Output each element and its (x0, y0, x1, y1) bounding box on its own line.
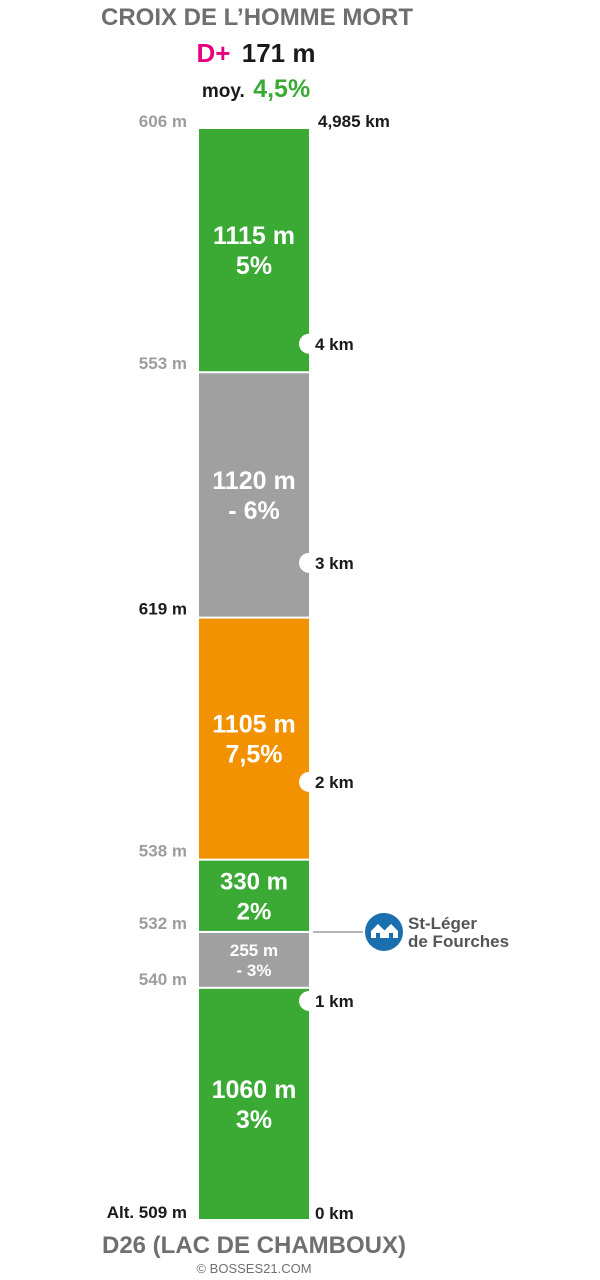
km-notch (299, 333, 319, 354)
average-grade-prefix: moy. (202, 81, 245, 102)
segment-grade-label: 5% (236, 252, 272, 280)
segment: 1105 m7,5% (199, 618, 309, 859)
segment-length-label: 1115 m (213, 222, 295, 250)
segment-grade-label: 7,5% (226, 741, 283, 769)
place-name-line2: de Fourches (408, 932, 509, 951)
elevation-gain-value: 171 m (242, 38, 316, 68)
altitude-label: Alt. 509 m (107, 1203, 187, 1222)
segment-grade-label: - 3% (237, 961, 272, 980)
segment-length-label: 255 m (230, 941, 278, 960)
segment-bar (199, 932, 309, 987)
segment-grade-label: - 6% (228, 497, 279, 525)
segment: 1115 m5% (199, 129, 309, 372)
segment-grade-label: 3% (236, 1106, 272, 1134)
segment-bar (199, 129, 309, 372)
km-label: 2 km (315, 773, 354, 792)
altitude-label: 606 m (139, 112, 187, 131)
altitude-label: 538 m (139, 842, 187, 861)
km-label: 0 km (315, 1204, 354, 1223)
segment-length-label: 1120 m (212, 467, 295, 495)
chart-title: CROIX DE L’HOMME MORT (101, 4, 413, 31)
average-grade: moy. 4,5% (202, 75, 310, 103)
segment-grade-label: 2% (237, 898, 272, 925)
km-label: 3 km (315, 554, 354, 573)
segment-length-label: 330 m (220, 868, 288, 895)
segment: 1060 m3% (199, 988, 309, 1219)
segment-bar (199, 988, 309, 1219)
average-grade-value: 4,5% (253, 75, 310, 103)
elevation-gain: D+ 171 m (197, 38, 316, 68)
km-markers: 0 km 1 km 2 km 3 km 4 km (299, 333, 354, 1223)
altitude-labels: Alt. 509 m 540 m 532 m 538 m 619 m 553 m 606 m (107, 112, 187, 1222)
village-icon (365, 912, 403, 951)
segment-bar (199, 618, 309, 859)
total-distance-label: 4,985 km (318, 112, 390, 131)
altitude-label: 553 m (139, 354, 187, 373)
km-label: 4 km (315, 335, 354, 354)
segment-bar (199, 373, 309, 617)
km-notch (299, 771, 319, 792)
place-name-line1: St-Léger (408, 914, 477, 933)
km-notch (299, 552, 319, 573)
altitude-label: 619 m (139, 600, 187, 619)
elevation-gain-prefix: D+ (197, 38, 231, 68)
copyright: © BOSSES21.COM (196, 1261, 311, 1276)
segment: 1120 m- 6% (199, 373, 309, 617)
segment-length-label: 1105 m (212, 711, 295, 739)
segment: 330 m 2% (199, 860, 309, 931)
start-label: D26 (LAC DE CHAMBOUX) (102, 1232, 406, 1259)
altitude-label: 532 m (139, 914, 187, 933)
segments: 1060 m3%255 m- 3%330 m2%1105 m7,5%1120 m… (199, 129, 309, 1219)
segment: 255 m- 3% (199, 932, 309, 987)
km-notch (299, 990, 319, 1011)
segment-length-label: 1060 m (212, 1076, 297, 1104)
km-label: 1 km (315, 992, 354, 1011)
segment-bar (199, 860, 309, 931)
altitude-label: 540 m (139, 970, 187, 989)
